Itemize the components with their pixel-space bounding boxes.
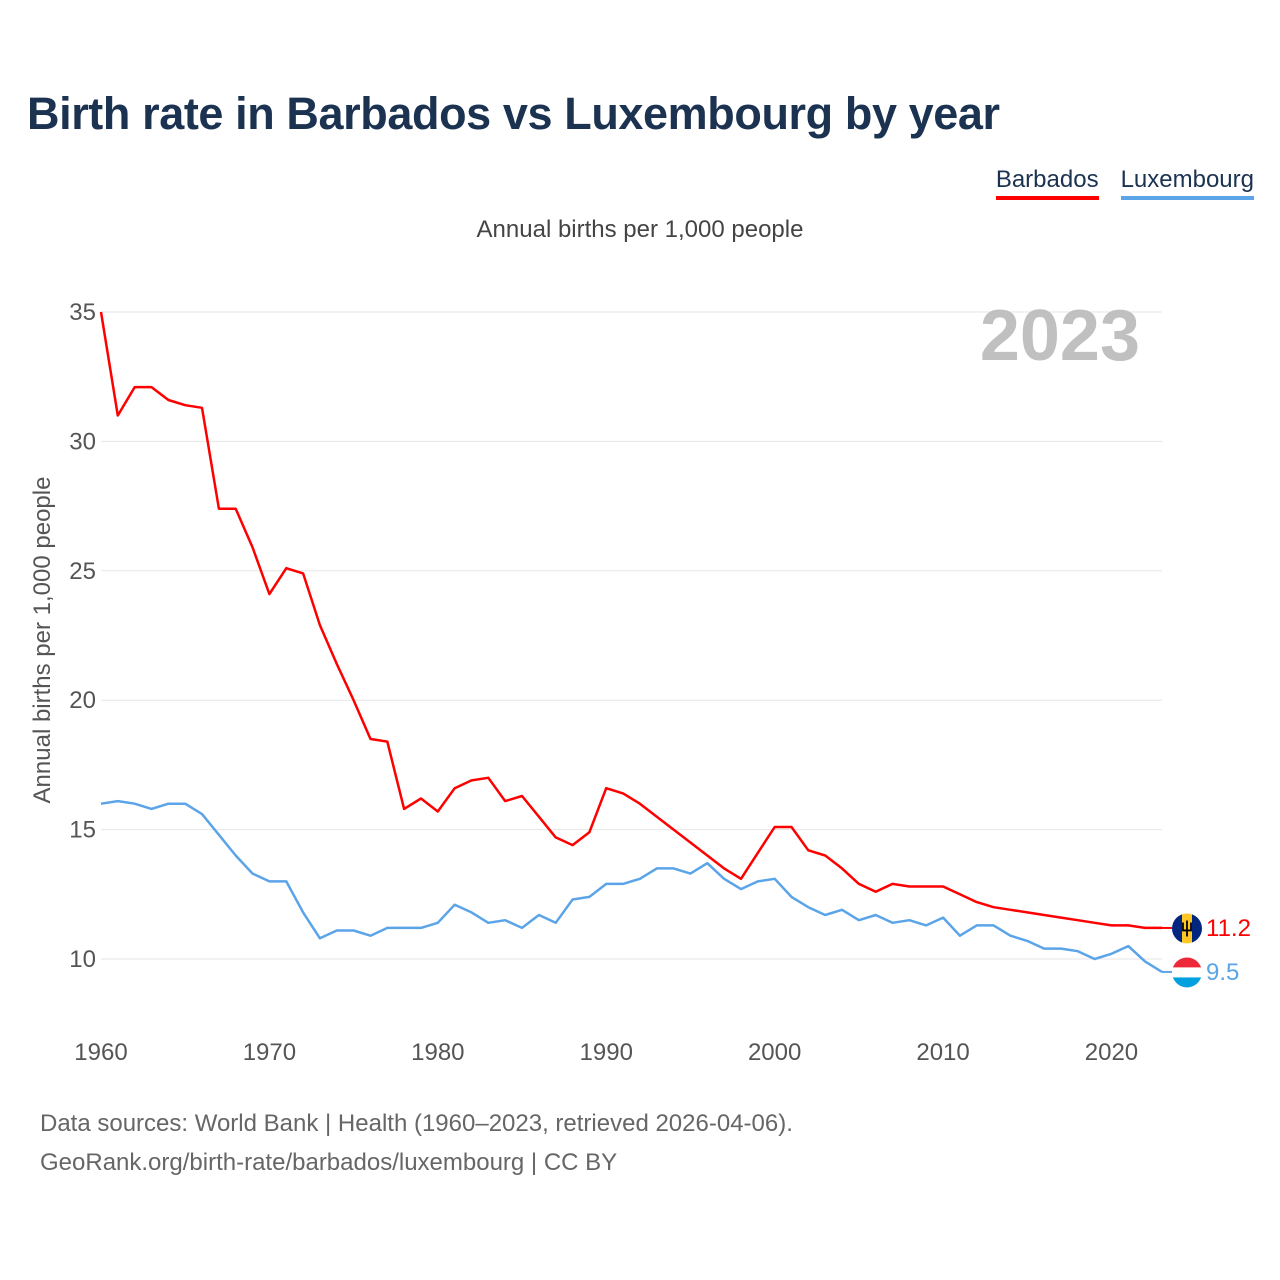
- y-axis-label: Annual births per 1,000 people: [29, 477, 56, 804]
- attribution-link[interactable]: GeoRank.org/birth-rate/barbados/luxembou…: [40, 1149, 618, 1176]
- x-tick-label-1960: 1960: [74, 1039, 127, 1066]
- footer: Data sources: World Bank | Health (1960–…: [40, 1104, 793, 1182]
- y-tick-label-35: 35: [69, 299, 96, 326]
- y-tick-label-25: 25: [69, 558, 96, 585]
- legend-luxembourg[interactable]: Luxembourg: [1120, 164, 1254, 200]
- legend-barbados[interactable]: Barbados: [995, 164, 1099, 200]
- barbados-flag-icon: [1172, 913, 1202, 944]
- series-line-luxembourg[interactable]: [100, 799, 1163, 973]
- line-chart: 2023 Annual births per 1,000 people 10 15…: [29, 296, 1251, 1066]
- year-watermark: 2023: [980, 296, 1140, 376]
- x-tick-label-2000: 2000: [748, 1039, 801, 1066]
- x-tick-label-1970: 1970: [243, 1039, 296, 1066]
- series-layer: 11.2 9.5: [99, 311, 1251, 986]
- data-source-note: Data sources: World Bank | Health (1960–…: [40, 1110, 793, 1137]
- x-tick-label-2020: 2020: [1085, 1039, 1138, 1066]
- end-markers: [1172, 913, 1202, 988]
- x-tick-label-1990: 1990: [580, 1039, 633, 1066]
- luxembourg-flag-icon: [1172, 957, 1202, 988]
- end-value-label-luxembourg: 9.5: [1206, 959, 1239, 986]
- x-tick-label-1980: 1980: [411, 1039, 464, 1066]
- legend: Barbados Luxembourg: [995, 164, 1254, 200]
- grid-layer: [101, 311, 1162, 960]
- chart-title: Birth rate in Barbados vs Luxembourg by …: [27, 88, 1000, 139]
- y-tick-label-15: 15: [69, 817, 96, 844]
- axis-layer: 10 15 20 25 30 35 1960 1970 1980 1990 2000 2010 2020: [69, 299, 1138, 1066]
- chart-subtitle: Annual births per 1,000 people: [476, 216, 804, 243]
- y-tick-label-10: 10: [69, 946, 96, 973]
- x-tick-label-2010: 2010: [916, 1039, 969, 1066]
- y-tick-label-20: 20: [69, 687, 96, 714]
- end-value-label-barbados: 11.2: [1206, 915, 1251, 942]
- series-line-barbados[interactable]: [99, 311, 1162, 930]
- y-tick-label-30: 30: [69, 428, 96, 455]
